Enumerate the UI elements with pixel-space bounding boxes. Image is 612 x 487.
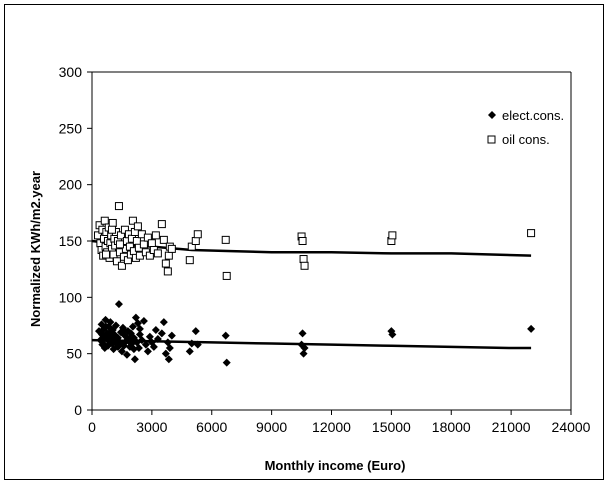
elect-data-point: [157, 329, 166, 338]
oil-data-point: [193, 230, 202, 239]
legend-marker-oil: [487, 135, 496, 144]
elect-data-point: [527, 324, 536, 333]
oil-data-point: [139, 240, 148, 249]
legend-label-oil: oil cons.: [502, 132, 550, 147]
oil-data-point: [100, 216, 109, 225]
elect-data-point: [191, 327, 200, 336]
y-tick-label: 50: [66, 346, 82, 362]
oil-data-point: [157, 220, 166, 229]
elect-data-point: [298, 329, 307, 338]
legend-label-elect: elect.cons.: [502, 108, 564, 123]
legend-marker-elect: [488, 111, 496, 119]
oil-data-point: [185, 256, 194, 265]
y-axis-title: Normalized KWh/m2.year: [28, 171, 43, 327]
oil-data-point: [221, 235, 230, 244]
points-layer: [93, 202, 536, 367]
elect-data-point: [139, 316, 148, 325]
oil-data-point: [388, 231, 397, 240]
elect-data-point: [149, 342, 158, 351]
elect-data-point: [106, 318, 115, 327]
elect-data-point: [135, 324, 144, 333]
y-tick-label: 150: [59, 233, 83, 249]
elect-data-point: [125, 338, 134, 347]
elect-data-point: [128, 322, 137, 331]
x-tick-label: 0: [88, 419, 96, 435]
elect-data-point: [151, 326, 160, 335]
elect-data-point: [141, 340, 150, 349]
oil-data-point: [117, 261, 126, 270]
oil-data-point: [298, 237, 307, 245]
oil-data-point: [133, 222, 142, 231]
oil-data-point: [222, 271, 231, 280]
elect-data-point: [193, 340, 202, 349]
oil-data-point: [151, 231, 160, 240]
elect-data-point: [99, 340, 108, 349]
x-tick-label: 3000: [136, 419, 167, 435]
oil-data-point: [164, 251, 173, 260]
x-tick-label: 12000: [312, 419, 351, 435]
oil-data-point: [161, 259, 170, 268]
x-axis-title: Monthly income (Euro): [265, 458, 406, 473]
elect-data-point: [101, 322, 110, 331]
elect-data-point: [187, 339, 196, 348]
elect-data-point: [300, 344, 309, 353]
elect-data-point: [167, 331, 176, 340]
elect-data-point: [221, 331, 230, 340]
oil-data-point: [159, 235, 168, 244]
y-tick-label: 100: [59, 289, 83, 305]
oil-data-point: [153, 249, 162, 258]
oil-data-point: [147, 239, 156, 248]
elect-data-point: [130, 355, 139, 364]
elect-data-point: [111, 321, 120, 330]
y-tick-label: 200: [59, 177, 83, 193]
elect-data-point: [129, 345, 138, 354]
x-tick-label: 21000: [492, 419, 531, 435]
elect-data-point: [105, 328, 114, 337]
elect-data-point: [97, 330, 106, 339]
elect-data-point: [153, 335, 162, 344]
elect-data-point: [119, 326, 128, 335]
oil-data-point: [191, 237, 200, 245]
oil-data-point: [163, 267, 172, 276]
y-tick-label: 0: [74, 402, 82, 418]
elect-data-point: [122, 350, 131, 359]
x-tick-label: 6000: [196, 419, 227, 435]
elect-data-point: [114, 300, 123, 309]
oil-data-point: [128, 216, 137, 225]
oil-data-point: [167, 244, 176, 253]
oil-data-point: [115, 240, 124, 249]
elect-data-point: [164, 355, 173, 364]
elect-data-point: [222, 358, 231, 367]
oil-data-point: [132, 237, 141, 245]
elect-data-point: [109, 335, 118, 344]
elect-data-point: [161, 349, 170, 358]
elect-data-point: [159, 318, 168, 327]
elect-data-point: [185, 347, 194, 356]
oil-data-point: [112, 257, 121, 266]
elect-data-point: [388, 330, 397, 339]
oil-data-point: [107, 225, 116, 234]
x-tick-label: 24000: [552, 419, 591, 435]
elect-data-point: [143, 347, 152, 356]
oil-data-point: [108, 218, 117, 227]
elect-data-point: [113, 342, 122, 351]
y-tick-label: 250: [59, 120, 83, 136]
oil-data-point: [101, 250, 110, 259]
oil-data-point: [300, 261, 309, 270]
legend: elect.cons. oil cons.: [487, 108, 564, 147]
elect-data-point: [299, 349, 308, 358]
oil-data-point: [114, 202, 123, 211]
elect-data-point: [137, 336, 146, 345]
x-tick-label: 15000: [372, 419, 411, 435]
x-tick-label: 9000: [256, 419, 287, 435]
trend-line-elect: [91, 338, 532, 350]
oil-data-point: [527, 229, 536, 238]
oil-data-point: [299, 255, 308, 264]
x-tick-label: 18000: [432, 419, 471, 435]
elect-data-point: [165, 344, 174, 353]
y-tick-label: 300: [59, 64, 83, 80]
